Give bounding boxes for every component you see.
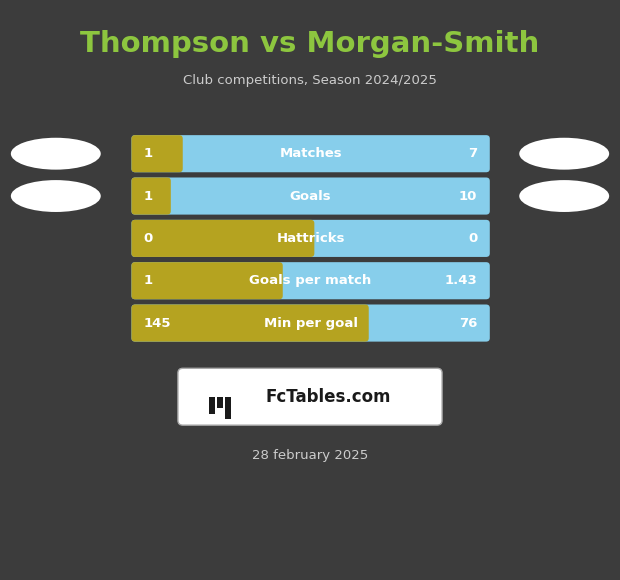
- Text: 0: 0: [144, 232, 153, 245]
- Ellipse shape: [520, 138, 609, 170]
- FancyBboxPatch shape: [131, 262, 283, 299]
- Text: Hattricks: Hattricks: [277, 232, 345, 245]
- Text: Matches: Matches: [279, 147, 342, 160]
- Text: 0: 0: [468, 232, 477, 245]
- FancyBboxPatch shape: [225, 397, 231, 419]
- FancyBboxPatch shape: [131, 135, 183, 172]
- FancyBboxPatch shape: [178, 368, 442, 425]
- Text: 76: 76: [459, 317, 477, 329]
- Ellipse shape: [11, 180, 100, 212]
- Text: 7: 7: [468, 147, 477, 160]
- Ellipse shape: [11, 138, 100, 170]
- FancyBboxPatch shape: [131, 304, 369, 342]
- Text: 1: 1: [144, 190, 153, 202]
- Text: FcTables.com: FcTables.com: [266, 387, 391, 406]
- FancyBboxPatch shape: [209, 397, 215, 414]
- FancyBboxPatch shape: [131, 220, 314, 257]
- FancyBboxPatch shape: [131, 262, 490, 299]
- Text: Min per goal: Min per goal: [264, 317, 358, 329]
- FancyBboxPatch shape: [217, 397, 223, 408]
- Text: Thompson vs Morgan-Smith: Thompson vs Morgan-Smith: [81, 30, 539, 57]
- FancyBboxPatch shape: [131, 135, 490, 172]
- Text: 28 february 2025: 28 february 2025: [252, 449, 368, 462]
- Text: Goals per match: Goals per match: [249, 274, 372, 287]
- FancyBboxPatch shape: [131, 220, 490, 257]
- Text: 1.43: 1.43: [445, 274, 477, 287]
- Text: 145: 145: [144, 317, 171, 329]
- Text: 1: 1: [144, 147, 153, 160]
- FancyBboxPatch shape: [131, 177, 171, 215]
- Ellipse shape: [520, 180, 609, 212]
- Text: Club competitions, Season 2024/2025: Club competitions, Season 2024/2025: [183, 74, 437, 86]
- FancyBboxPatch shape: [131, 177, 490, 215]
- Text: Goals: Goals: [290, 190, 332, 202]
- Text: 10: 10: [459, 190, 477, 202]
- FancyBboxPatch shape: [131, 304, 490, 342]
- Text: 1: 1: [144, 274, 153, 287]
